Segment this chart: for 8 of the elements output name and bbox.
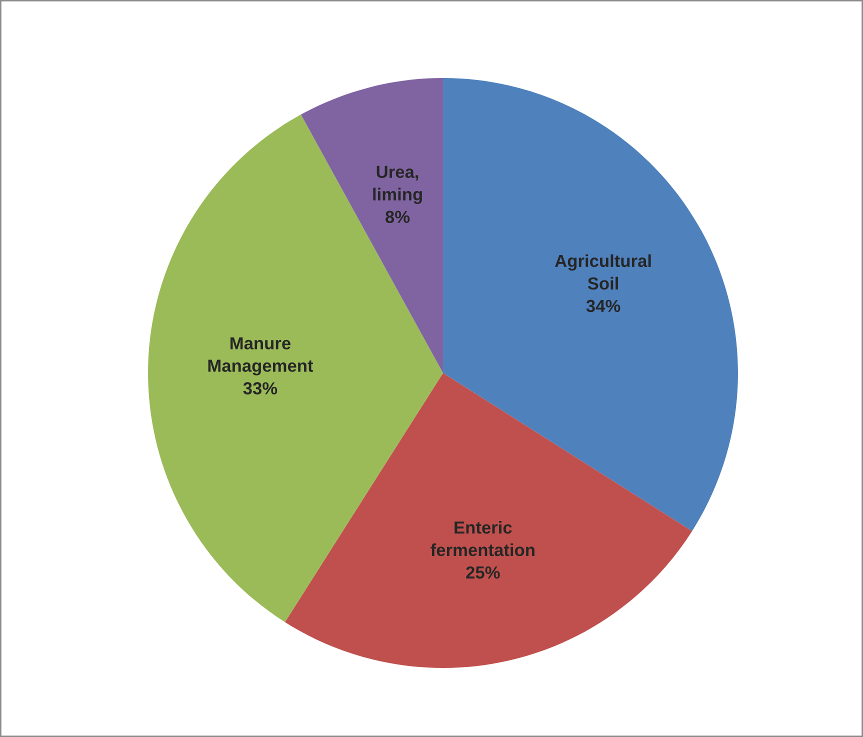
data-label: 33% (243, 382, 278, 394)
data-label: 8% (386, 210, 410, 224)
data-label: 25% (466, 566, 500, 579)
slice-label: Agricultural Soil (555, 254, 651, 290)
slice-label: Enteric fermentation (430, 520, 534, 556)
slice-label: Manure Management (208, 337, 314, 376)
data-label: 34% (586, 300, 620, 312)
slice-label: Urea, liming (373, 166, 422, 204)
